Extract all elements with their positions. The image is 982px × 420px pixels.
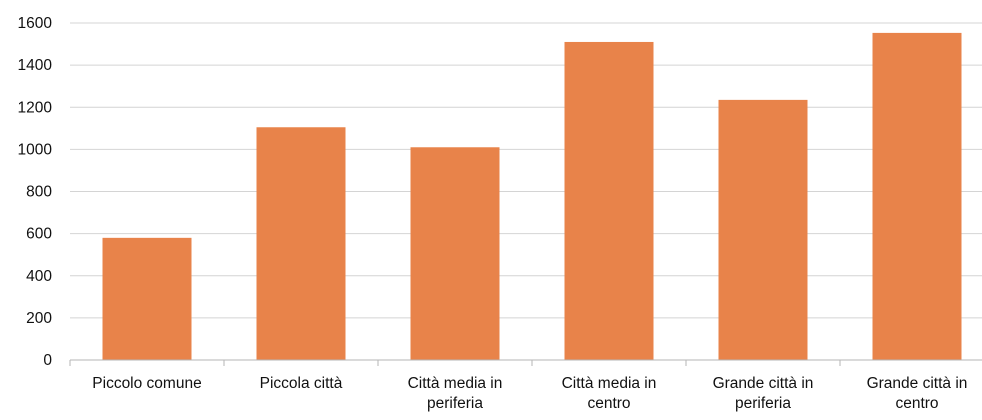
x-category-label: centro [587, 395, 630, 412]
axis-labels: 0 200 400 600 800 1000 1200 1400 1600 Piccolo com… [18, 15, 968, 412]
bar [564, 41, 654, 361]
gridlines [70, 22, 982, 319]
x-category-label: Piccolo comune [92, 375, 201, 392]
y-tick-label: 200 [26, 310, 52, 327]
y-tick-label: 800 [26, 184, 52, 201]
x-category-label: Grande città in [867, 375, 968, 392]
x-category-label: periferia [427, 395, 483, 412]
x-category-label: Grande città in [713, 375, 814, 392]
y-tick-label: 600 [26, 226, 52, 243]
axes [69, 359, 982, 366]
bar [102, 237, 192, 360]
y-tick-label: 1600 [18, 15, 53, 32]
y-tick-label: 400 [26, 268, 52, 285]
x-category-label: Piccola città [260, 375, 343, 392]
x-category-label: Città media in [562, 375, 657, 392]
x-category-label: periferia [735, 395, 791, 412]
y-tick-label: 0 [43, 352, 52, 369]
x-category-label: Città media in [408, 375, 503, 392]
bar [410, 147, 500, 360]
bars [102, 32, 962, 361]
bar [872, 32, 962, 360]
bar [256, 127, 346, 361]
y-tick-label: 1000 [18, 141, 53, 158]
x-category-label: centro [895, 395, 938, 412]
y-tick-label: 1200 [18, 99, 53, 116]
bar [718, 99, 808, 361]
y-tick-label: 1400 [18, 57, 53, 74]
